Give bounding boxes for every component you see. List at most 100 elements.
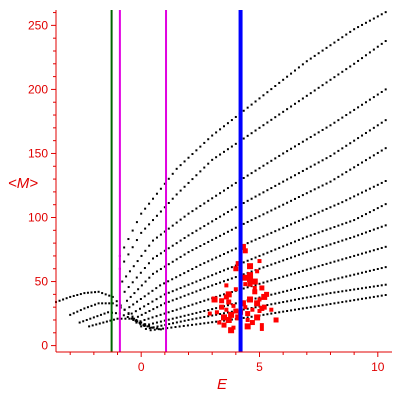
data-point bbox=[266, 251, 269, 254]
data-point bbox=[313, 213, 316, 216]
data-point bbox=[262, 164, 265, 167]
data-point bbox=[313, 54, 316, 57]
data-point bbox=[219, 281, 222, 284]
data-point bbox=[203, 277, 206, 280]
data-point bbox=[159, 320, 162, 323]
data-point bbox=[211, 238, 214, 241]
data-point bbox=[246, 307, 249, 310]
data-point bbox=[372, 228, 375, 231]
data-point bbox=[140, 231, 143, 234]
data-point bbox=[286, 225, 289, 228]
data-point bbox=[211, 321, 214, 324]
data-point bbox=[135, 276, 138, 279]
data-point bbox=[135, 221, 138, 224]
data-point bbox=[305, 216, 308, 219]
data-point bbox=[368, 250, 371, 253]
data-point bbox=[345, 68, 348, 71]
data-point bbox=[171, 224, 174, 227]
data-point bbox=[357, 59, 360, 62]
data-point bbox=[234, 115, 237, 118]
data-point bbox=[368, 156, 371, 159]
data-point bbox=[82, 320, 85, 323]
data-point bbox=[258, 126, 261, 129]
data-point bbox=[337, 240, 340, 243]
data-point bbox=[230, 310, 233, 313]
data-point bbox=[109, 319, 112, 322]
data-point bbox=[357, 163, 360, 166]
data-point bbox=[167, 318, 170, 321]
data-point bbox=[223, 280, 225, 283]
data-point bbox=[309, 234, 312, 237]
data-point bbox=[282, 301, 285, 304]
data-point bbox=[349, 168, 352, 171]
data-point bbox=[195, 207, 198, 210]
data-point bbox=[372, 295, 375, 298]
data-point bbox=[282, 259, 285, 262]
data-point bbox=[199, 322, 202, 325]
data-point bbox=[159, 268, 162, 271]
data-point bbox=[345, 114, 348, 117]
data-point bbox=[262, 213, 265, 216]
data-point bbox=[357, 217, 360, 220]
data-point bbox=[364, 231, 367, 234]
red-data-point bbox=[224, 307, 229, 312]
data-point bbox=[143, 318, 146, 321]
data-point bbox=[215, 194, 218, 197]
data-point bbox=[155, 287, 158, 290]
data-point bbox=[94, 291, 97, 294]
data-point bbox=[254, 217, 257, 220]
red-data-point bbox=[247, 281, 253, 287]
data-point bbox=[337, 277, 340, 280]
data-point bbox=[203, 299, 206, 302]
data-point bbox=[191, 312, 194, 315]
data-point bbox=[333, 226, 336, 229]
data-point bbox=[182, 324, 185, 327]
data-point bbox=[376, 284, 379, 287]
data-point bbox=[317, 282, 320, 285]
data-point bbox=[364, 251, 367, 254]
data-point bbox=[199, 227, 202, 230]
data-point bbox=[368, 286, 371, 289]
data-point bbox=[152, 272, 155, 275]
data-point bbox=[187, 313, 190, 316]
data-point bbox=[353, 28, 356, 31]
plot-points bbox=[55, 11, 387, 334]
data-point bbox=[380, 284, 383, 287]
data-point bbox=[364, 131, 367, 134]
data-point bbox=[152, 308, 155, 311]
data-point bbox=[341, 258, 344, 261]
data-point bbox=[183, 215, 186, 218]
data-point bbox=[317, 247, 320, 250]
data-point bbox=[179, 189, 182, 192]
red-data-point bbox=[239, 243, 246, 250]
data-point bbox=[321, 49, 324, 52]
data-point bbox=[199, 278, 202, 281]
data-point bbox=[159, 187, 162, 190]
data-point bbox=[333, 41, 336, 44]
data-point bbox=[207, 199, 210, 202]
data-point bbox=[179, 218, 182, 221]
data-point bbox=[183, 306, 186, 309]
data-point bbox=[317, 86, 320, 89]
data-point bbox=[278, 276, 281, 279]
data-point bbox=[274, 302, 277, 305]
data-point bbox=[270, 88, 273, 91]
data-point bbox=[183, 272, 186, 275]
data-point bbox=[211, 284, 214, 287]
data-point bbox=[266, 313, 269, 316]
data-point bbox=[187, 156, 190, 159]
data-point bbox=[258, 193, 261, 196]
data-point bbox=[293, 102, 296, 105]
data-point bbox=[89, 317, 92, 320]
data-point bbox=[123, 308, 126, 311]
data-point bbox=[353, 166, 356, 169]
data-point bbox=[254, 238, 257, 241]
data-point bbox=[91, 324, 94, 327]
data-point bbox=[160, 324, 163, 327]
data-point bbox=[152, 197, 155, 200]
data-point bbox=[329, 279, 332, 282]
data-point bbox=[104, 293, 107, 296]
data-point bbox=[167, 291, 170, 294]
data-point bbox=[215, 236, 218, 239]
data-point bbox=[159, 284, 162, 287]
